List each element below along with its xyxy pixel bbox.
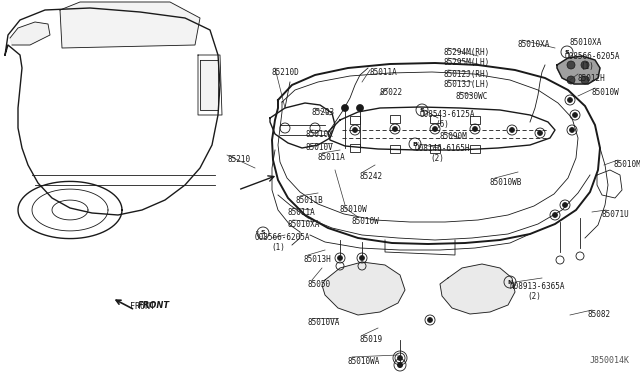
Text: 85011B: 85011B bbox=[295, 196, 323, 205]
Circle shape bbox=[570, 128, 575, 132]
Text: 85019: 85019 bbox=[360, 335, 383, 344]
Bar bbox=[350, 116, 360, 124]
Circle shape bbox=[538, 131, 543, 135]
Text: 85011A: 85011A bbox=[288, 208, 316, 217]
Text: N08913-6365A: N08913-6365A bbox=[510, 282, 566, 291]
Circle shape bbox=[552, 212, 557, 218]
Polygon shape bbox=[322, 262, 405, 315]
Circle shape bbox=[567, 61, 575, 69]
Bar bbox=[430, 115, 440, 123]
Polygon shape bbox=[60, 2, 200, 48]
Circle shape bbox=[353, 128, 358, 132]
Text: 85010M: 85010M bbox=[614, 160, 640, 169]
Text: 85010XA: 85010XA bbox=[570, 38, 602, 47]
Text: FRONT: FRONT bbox=[130, 302, 155, 311]
Circle shape bbox=[472, 126, 477, 131]
Text: 85090M: 85090M bbox=[440, 132, 468, 141]
Text: 85294M(RH): 85294M(RH) bbox=[443, 48, 489, 57]
Text: (6): (6) bbox=[435, 120, 449, 129]
Circle shape bbox=[397, 356, 403, 360]
Circle shape bbox=[342, 105, 349, 112]
Text: 85011A: 85011A bbox=[370, 68, 397, 77]
Text: 85013H: 85013H bbox=[304, 255, 332, 264]
Text: 85010V: 85010V bbox=[305, 143, 333, 152]
Text: Õ08566-6205A: Õ08566-6205A bbox=[255, 233, 310, 242]
Text: Õ08146-6165H: Õ08146-6165H bbox=[415, 144, 470, 153]
Text: Õ08543-6125A: Õ08543-6125A bbox=[420, 110, 476, 119]
Circle shape bbox=[563, 202, 568, 208]
Circle shape bbox=[573, 112, 577, 118]
Text: 85010XA: 85010XA bbox=[288, 220, 321, 229]
Text: (2): (2) bbox=[430, 154, 444, 163]
Text: 85210: 85210 bbox=[227, 155, 250, 164]
Circle shape bbox=[581, 76, 589, 84]
Circle shape bbox=[356, 105, 364, 112]
Bar bbox=[350, 144, 360, 152]
Text: S: S bbox=[260, 231, 266, 235]
Text: 85210D: 85210D bbox=[272, 68, 300, 77]
Circle shape bbox=[392, 126, 397, 131]
Circle shape bbox=[567, 76, 575, 84]
Text: S: S bbox=[564, 49, 570, 55]
Text: 85082: 85082 bbox=[588, 310, 611, 319]
Text: 85010X: 85010X bbox=[305, 130, 333, 139]
Text: 85010W: 85010W bbox=[591, 88, 619, 97]
Text: 85012J(RH): 85012J(RH) bbox=[443, 70, 489, 79]
Text: S: S bbox=[420, 108, 424, 112]
Circle shape bbox=[509, 128, 515, 132]
Text: 85022: 85022 bbox=[380, 88, 403, 97]
Text: FRONT: FRONT bbox=[138, 301, 170, 310]
Polygon shape bbox=[557, 56, 600, 84]
Circle shape bbox=[433, 126, 438, 131]
Bar bbox=[470, 145, 480, 153]
Text: 85013J(LH): 85013J(LH) bbox=[443, 80, 489, 89]
Text: J850014K: J850014K bbox=[590, 356, 630, 365]
Text: 85010WA: 85010WA bbox=[348, 357, 380, 366]
Text: N: N bbox=[508, 279, 513, 285]
Text: 85010VA: 85010VA bbox=[307, 318, 339, 327]
Text: 85242: 85242 bbox=[360, 172, 383, 181]
Polygon shape bbox=[10, 22, 50, 45]
Text: 85012H: 85012H bbox=[578, 74, 605, 83]
Text: 85293: 85293 bbox=[312, 108, 335, 117]
Circle shape bbox=[428, 317, 433, 323]
Circle shape bbox=[568, 97, 573, 103]
Text: 85011A: 85011A bbox=[318, 153, 346, 162]
Circle shape bbox=[581, 61, 589, 69]
Bar bbox=[430, 145, 440, 153]
Text: (1): (1) bbox=[580, 62, 594, 71]
Text: 85010W: 85010W bbox=[340, 205, 368, 214]
Text: 85030WC: 85030WC bbox=[455, 92, 488, 101]
Circle shape bbox=[397, 362, 403, 368]
Bar bbox=[390, 145, 400, 153]
Text: 85010XA: 85010XA bbox=[517, 40, 549, 49]
Text: 85010WB: 85010WB bbox=[490, 178, 522, 187]
Circle shape bbox=[360, 256, 365, 260]
Text: 85050: 85050 bbox=[308, 280, 331, 289]
Text: 85071U: 85071U bbox=[602, 210, 630, 219]
Text: (1): (1) bbox=[271, 243, 285, 252]
Circle shape bbox=[337, 256, 342, 260]
Bar bbox=[470, 116, 480, 124]
Bar bbox=[390, 115, 400, 123]
Text: Õ08566-6205A: Õ08566-6205A bbox=[565, 52, 621, 61]
Polygon shape bbox=[200, 60, 218, 110]
Text: 85295M(LH): 85295M(LH) bbox=[443, 58, 489, 67]
Text: (2): (2) bbox=[527, 292, 541, 301]
Text: 85010W: 85010W bbox=[352, 217, 380, 226]
Text: B: B bbox=[413, 141, 417, 147]
Polygon shape bbox=[440, 264, 515, 314]
